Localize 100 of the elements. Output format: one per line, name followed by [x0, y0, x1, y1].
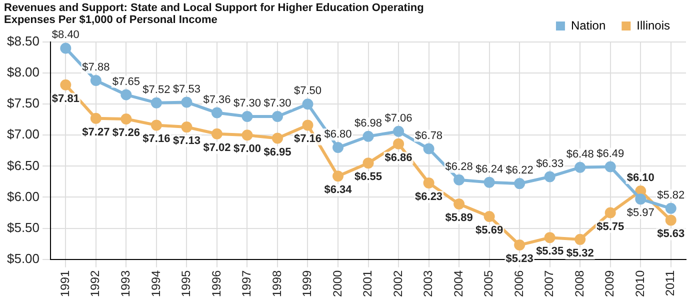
point [272, 132, 283, 144]
data-label: $6.98 [354, 117, 382, 130]
x-tick-label: 2010 [632, 270, 647, 298]
point [514, 178, 526, 190]
point [150, 120, 162, 131]
x-tick-label: 2006 [512, 270, 526, 298]
point [514, 240, 526, 251]
point [90, 112, 102, 124]
chart-title: Revenues and Support: State and Local Support for Higher Education Operating Expenses Per $1,000 of Personal Income [4, 2, 425, 26]
data-label: $7.26 [112, 127, 140, 140]
data-label: $6.10 [626, 172, 654, 184]
x-tick-label: 1998 [270, 270, 284, 298]
point [332, 142, 344, 154]
data-label: $6.80 [324, 128, 352, 141]
x-tick-label: 2002 [390, 270, 405, 298]
point [120, 89, 132, 100]
point [454, 198, 465, 210]
x-tick-label: 1994 [148, 270, 163, 298]
data-label: $7.81 [52, 92, 80, 105]
point [484, 176, 495, 188]
data-label: $7.36 [203, 94, 231, 106]
point [181, 122, 192, 133]
point [665, 202, 676, 214]
y-tick-label: $7.50 [6, 96, 40, 111]
data-label: $7.16 [294, 133, 322, 146]
x-tick-label: 1997 [240, 270, 254, 298]
data-label: $6.95 [264, 146, 292, 158]
point [423, 143, 434, 154]
x-tick-label: 1993 [118, 270, 132, 298]
x-tick-label: 2008 [572, 270, 586, 298]
data-label: $7.30 [264, 98, 292, 110]
point [150, 97, 162, 108]
point [544, 232, 556, 244]
point [635, 194, 646, 205]
x-tick-label: 2000 [330, 270, 344, 298]
x-tick-label: 1996 [209, 270, 224, 298]
point [665, 214, 676, 226]
data-label: $7.30 [233, 98, 261, 110]
point [302, 120, 314, 131]
data-label: $7.13 [172, 135, 200, 148]
data-label: $6.28 [445, 160, 473, 173]
point [544, 171, 556, 182]
data-label: $5.32 [566, 247, 594, 260]
data-label: $6.22 [506, 164, 534, 177]
x-tick-label: 2007 [542, 270, 556, 298]
point [272, 111, 283, 122]
data-label: $5.63 [657, 228, 685, 240]
data-label: $5.23 [506, 253, 534, 266]
point [242, 111, 253, 122]
point [393, 126, 404, 137]
x-tick-label: 2001 [360, 270, 375, 298]
data-label: $5.89 [445, 212, 473, 224]
data-label: $7.27 [82, 126, 110, 138]
point [242, 130, 253, 141]
point [332, 170, 344, 182]
y-tick-label: $5.00 [6, 250, 40, 266]
y-tick-label: $6.50 [6, 158, 40, 173]
point [181, 96, 192, 108]
point [302, 98, 314, 110]
data-label: $8.40 [52, 29, 80, 42]
x-tick-label: 2011 [663, 270, 678, 296]
x-tick-label: 1992 [88, 270, 102, 298]
data-label: $7.53 [172, 83, 200, 96]
data-label: $6.86 [384, 152, 412, 164]
point [484, 210, 495, 222]
data-label: $6.33 [536, 158, 564, 170]
x-tick-label: 2003 [421, 270, 436, 298]
x-tick-label: 2004 [451, 270, 466, 298]
legend-label: Nation [570, 18, 606, 32]
data-label: $5.69 [476, 224, 504, 236]
point [60, 79, 72, 90]
point [90, 74, 102, 86]
data-label: $5.75 [596, 220, 624, 233]
point [574, 162, 586, 173]
point [604, 207, 616, 218]
data-label: $5.97 [626, 207, 654, 220]
x-tick-label: 2005 [482, 270, 496, 298]
data-label: $7.02 [203, 142, 231, 154]
data-label: $7.52 [142, 84, 170, 96]
data-label: $6.49 [596, 148, 624, 160]
point [211, 107, 222, 118]
data-label: $6.34 [324, 184, 353, 196]
y-tick-label: $8.50 [6, 34, 40, 49]
point [362, 158, 374, 169]
point [211, 128, 222, 140]
x-tick-label: 1995 [179, 270, 194, 298]
data-label: $6.23 [415, 190, 443, 203]
data-label: $5.82 [657, 189, 685, 202]
x-tick-label: 2009 [602, 270, 617, 298]
data-label: $6.48 [566, 148, 594, 160]
data-label: $6.24 [476, 163, 504, 176]
point [574, 234, 586, 245]
data-label: $7.65 [112, 76, 140, 88]
data-label: $7.06 [384, 112, 412, 124]
data-label: $7.00 [233, 143, 261, 156]
y-tick-label: $5.50 [6, 220, 40, 235]
data-label: $7.88 [82, 62, 110, 74]
data-label: $7.16 [142, 133, 170, 146]
data-label: $5.35 [536, 246, 564, 258]
y-tick-label: $6.00 [6, 188, 40, 204]
